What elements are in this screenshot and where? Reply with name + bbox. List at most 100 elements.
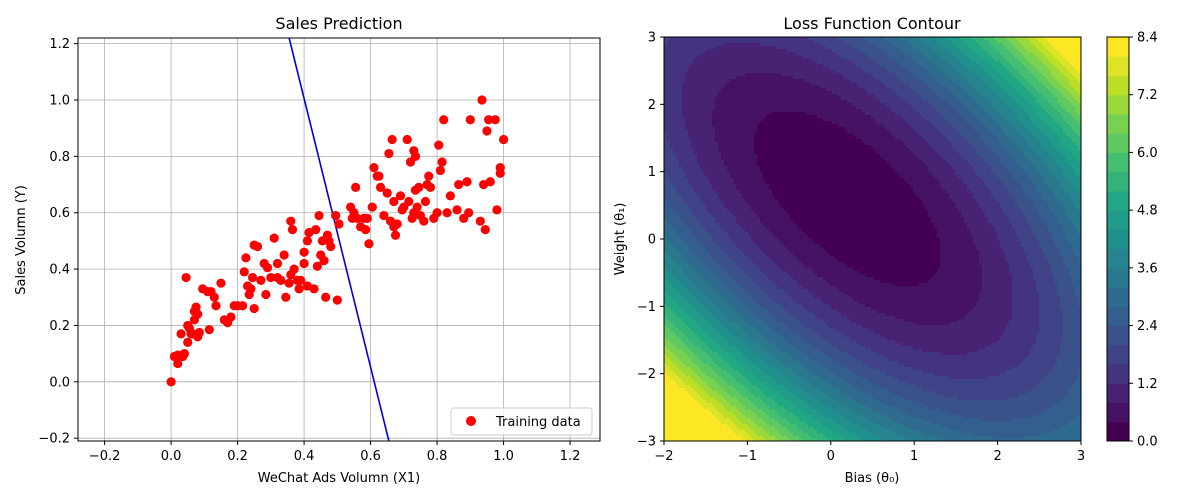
contour-cell [1042, 118, 1045, 121]
contour-cell [844, 91, 847, 94]
contour-cell [952, 106, 955, 109]
contour-cell [793, 43, 796, 46]
contour-cell [952, 40, 955, 43]
contour-cell [853, 136, 856, 139]
contour-cell [1045, 130, 1048, 133]
contour-cell [772, 55, 775, 58]
contour-cell [1021, 91, 1024, 94]
contour-cell [892, 106, 895, 109]
contour-cell [1006, 73, 1009, 76]
contour-cell [817, 49, 820, 52]
contour-cell [775, 100, 778, 103]
contour-cell [1033, 52, 1036, 55]
contour-cell [886, 37, 889, 40]
contour-cell [895, 67, 898, 70]
contour-cell [727, 52, 730, 55]
contour-cell [892, 46, 895, 49]
contour-cell [781, 127, 784, 130]
contour-cell [970, 82, 973, 85]
contour-cell [997, 130, 1000, 133]
contour-cell [991, 82, 994, 85]
contour-cell [982, 64, 985, 67]
contour-cell [871, 52, 874, 55]
contour-cell [826, 130, 829, 133]
contour-cell [955, 46, 958, 49]
contour-cell [697, 133, 700, 136]
contour-cell [709, 121, 712, 124]
contour-cell [712, 103, 715, 106]
contour-cell [1033, 82, 1036, 85]
contour-cell [664, 76, 667, 79]
contour-cell [742, 49, 745, 52]
contour-cell [724, 109, 727, 112]
contour-cell [772, 58, 775, 61]
contour-cell [844, 43, 847, 46]
contour-cell [859, 100, 862, 103]
contour-cell [1033, 37, 1036, 40]
contour-cell [874, 118, 877, 121]
contour-cell [676, 127, 679, 130]
contour-cell [838, 115, 841, 118]
contour-cell [841, 115, 844, 118]
contour-cell [679, 85, 682, 88]
contour-cell [976, 88, 979, 91]
contour-cell [943, 43, 946, 46]
contour-cell [784, 73, 787, 76]
contour-cell [823, 130, 826, 133]
contour-cell [1054, 58, 1057, 61]
contour-cell [709, 46, 712, 49]
contour-cell [841, 49, 844, 52]
data-point [404, 197, 413, 206]
contour-cell [946, 106, 949, 109]
contour-cell [781, 100, 784, 103]
data-point [321, 293, 330, 302]
contour-cell [739, 124, 742, 127]
contour-cell [715, 97, 718, 100]
contour-cell [907, 136, 910, 139]
contour-cell [736, 88, 739, 91]
contour-cell [832, 85, 835, 88]
contour-cell [1057, 70, 1060, 73]
contour-cell [787, 58, 790, 61]
contour-cell [883, 118, 886, 121]
contour-cell [697, 70, 700, 73]
contour-cell [721, 103, 724, 106]
left-y-tick-label: 0.0 [49, 375, 70, 390]
contour-cell [1063, 112, 1066, 115]
contour-cell [949, 61, 952, 64]
contour-cell [1030, 121, 1033, 124]
contour-cell [988, 55, 991, 58]
contour-cell [997, 58, 1000, 61]
contour-cell [838, 67, 841, 70]
contour-cell [772, 103, 775, 106]
contour-cell [727, 88, 730, 91]
contour-cell [1057, 55, 1060, 58]
contour-cell [1027, 103, 1030, 106]
contour-cell [784, 127, 787, 130]
contour-cell [775, 127, 778, 130]
contour-cell [847, 100, 850, 103]
contour-cell [850, 46, 853, 49]
contour-cell [907, 109, 910, 112]
contour-cell [847, 46, 850, 49]
contour-cell [712, 55, 715, 58]
contour-cell [937, 43, 940, 46]
contour-cell [943, 124, 946, 127]
contour-cell [943, 136, 946, 139]
contour-cell [1003, 76, 1006, 79]
contour-cell [1039, 64, 1042, 67]
data-point [364, 239, 373, 248]
contour-cell [730, 67, 733, 70]
contour-cell [736, 100, 739, 103]
contour-cell [694, 64, 697, 67]
contour-cell [715, 64, 718, 67]
contour-cell [712, 46, 715, 49]
contour-cell [1057, 64, 1060, 67]
contour-cell [820, 76, 823, 79]
contour-cell [751, 109, 754, 112]
contour-cell [691, 133, 694, 136]
contour-cell [964, 43, 967, 46]
contour-cell [904, 64, 907, 67]
contour-cell [1051, 49, 1054, 52]
contour-cell [985, 43, 988, 46]
